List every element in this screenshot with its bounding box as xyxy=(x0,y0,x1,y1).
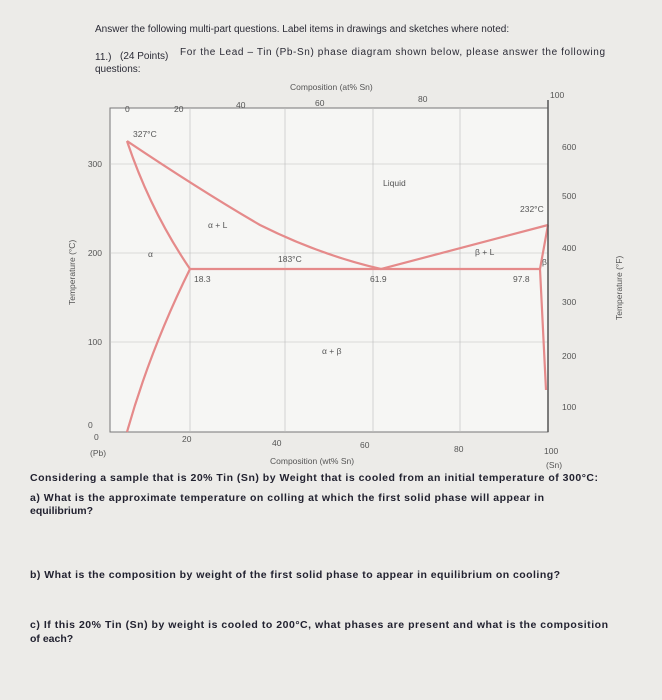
annotation: α + β xyxy=(322,346,342,356)
phase-diagram: Composition (at% Sn) 0 20 40 60 80 100 T… xyxy=(67,82,624,470)
right-tick: 200 xyxy=(562,351,576,361)
bottom-tick: 40 xyxy=(272,438,282,448)
top-axis-title: Composition (at% Sn) xyxy=(290,82,373,92)
annotation: 183°C xyxy=(278,254,302,264)
left-tick: 0 xyxy=(88,420,93,430)
top-tick: 0 xyxy=(125,104,130,114)
annotation: β xyxy=(542,257,547,267)
top-tick: 40 xyxy=(236,100,246,110)
right-tick: 300 xyxy=(562,297,576,307)
question-b: b) What is the composition by weight of … xyxy=(30,569,560,581)
right-tick: 400 xyxy=(562,243,576,253)
annotation: α xyxy=(148,249,153,259)
annotation: 232°C xyxy=(520,204,544,214)
left-tick: 200 xyxy=(88,248,102,258)
bottom-tick: 80 xyxy=(454,444,464,454)
prompt: questions: xyxy=(95,64,141,75)
question-a: a) What is the approximate temperature o… xyxy=(30,492,544,504)
points: (24 Points) xyxy=(120,51,168,62)
bottom-tick: 60 xyxy=(360,440,370,450)
top-tick: 20 xyxy=(174,104,184,114)
question-c: c) If this 20% Tin (Sn) by weight is coo… xyxy=(30,619,608,631)
annotation: Liquid xyxy=(383,178,406,188)
right-end: (Sn) xyxy=(546,460,562,470)
question-a: equilibrium? xyxy=(30,505,93,517)
prompt: For the Lead – Tin (Pb-Sn) phase diagram… xyxy=(180,47,605,58)
beta-boundary xyxy=(538,224,550,391)
right-tick: 100 xyxy=(562,402,576,412)
top-tick: 100 xyxy=(550,90,564,100)
intro: Answer the following multi-part question… xyxy=(95,24,509,35)
bottom-tick: 0 xyxy=(94,432,99,442)
liquidus xyxy=(126,140,549,271)
bottom-tick: 20 xyxy=(182,434,192,444)
right-tick: 500 xyxy=(562,191,576,201)
left-tick: 100 xyxy=(88,337,102,347)
bottom-axis-title: Composition (wt% Sn) xyxy=(270,456,354,466)
annotation: 327°C xyxy=(133,129,157,139)
solidus xyxy=(125,140,191,270)
top-tick: 80 xyxy=(418,94,428,104)
top-tick: 60 xyxy=(315,98,325,108)
left-end: (Pb) xyxy=(90,448,106,458)
question-number: 11.) xyxy=(95,52,112,63)
bottom-tick: 100 xyxy=(544,446,558,456)
annotation: β + L xyxy=(475,247,495,257)
question-c: of each? xyxy=(30,633,73,645)
annotation: 61.9 xyxy=(370,274,387,284)
left-axis-title: Temperature (°C) xyxy=(67,240,77,305)
right-tick: 600 xyxy=(562,142,576,152)
left-tick: 300 xyxy=(88,159,102,169)
annotation: 18.3 xyxy=(194,274,211,284)
annotation: 97.8 xyxy=(513,274,530,284)
right-axis-title: Temperature (°F) xyxy=(614,255,624,320)
context: Considering a sample that is 20% Tin (Sn… xyxy=(30,472,598,484)
annotation: α + L xyxy=(208,220,228,230)
solvus xyxy=(125,268,191,433)
